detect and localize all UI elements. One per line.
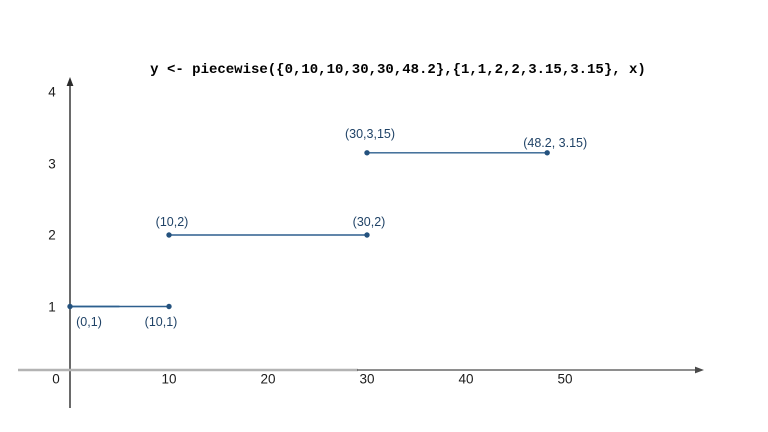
x-tick-20: 20 (260, 371, 276, 387)
x-tick-50: 50 (557, 371, 573, 387)
x-tick-10: 10 (161, 371, 177, 387)
segment-2-point-0 (364, 150, 370, 156)
point-label--30-3-15-: (30,3,15) (344, 126, 396, 141)
point-label--10-1-: (10,1) (144, 314, 178, 329)
x-axis-arrow-icon (695, 366, 704, 374)
segment-1-point-0 (166, 232, 172, 238)
y-tick-2: 2 (48, 227, 56, 243)
x-tick-40: 40 (458, 371, 474, 387)
segment-1-point-1 (364, 232, 370, 238)
segment-0-point-0 (67, 303, 73, 310)
x-tick-0: 0 (52, 371, 60, 387)
point-label--30-2-: (30,2) (352, 215, 386, 229)
y-tick-4: 4 (48, 84, 56, 100)
y-axis-arrow-icon (66, 77, 74, 86)
y-tick-1: 1 (48, 299, 56, 314)
plot-title: y <- piecewise({0,10,10,30,30,48.2},{1,1… (150, 62, 646, 78)
point-label--0-1-: (0,1) (76, 314, 102, 329)
point-label--10-2-: (10,2) (155, 215, 189, 229)
segment-0-point-1 (166, 303, 172, 310)
segment-2-point-1 (544, 150, 550, 156)
x-tick-30: 30 (359, 371, 375, 387)
y-tick-3: 3 (48, 156, 56, 171)
point-label--48.2-3.15-: (48.2, 3.15) (523, 135, 588, 150)
